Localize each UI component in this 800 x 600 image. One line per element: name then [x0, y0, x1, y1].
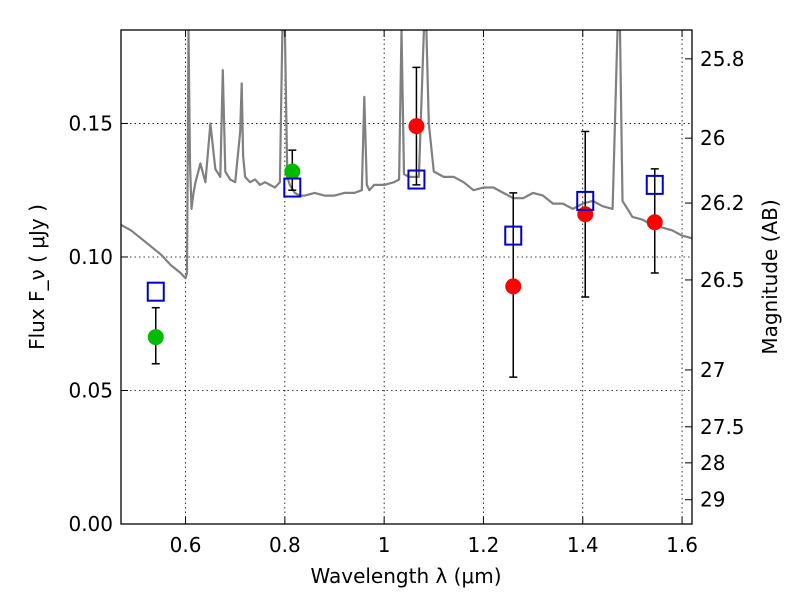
- data-point: [284, 163, 301, 180]
- ticks-layer: 0.6 0.8 1 1.2 1.4 1.6 0.00 0.05 0.10 0.15 25.8 26 26…: [68, 30, 745, 557]
- y-tick-label: 0.00: [68, 512, 113, 536]
- right-y-tick-label: 28: [700, 451, 725, 475]
- right-y-tick-label: 26.2: [700, 191, 745, 215]
- right-y-tick-label: 29: [700, 488, 725, 512]
- plot-frame: [120, 29, 693, 525]
- right-y-tick-label: 27.5: [700, 415, 745, 439]
- x-tick-label: 0.8: [269, 533, 301, 557]
- data-point: [505, 278, 522, 295]
- y-tick-label: 0.05: [68, 378, 113, 402]
- data-point: [408, 118, 425, 135]
- y-tick-label: 0.15: [68, 111, 113, 135]
- points-layer: [146, 66, 664, 378]
- grid: [121, 30, 692, 524]
- right-y-tick-label: 25.8: [700, 47, 745, 71]
- model-square: [504, 225, 523, 246]
- spectrum-layer: [121, 30, 692, 280]
- y-tick-label: 0.10: [68, 245, 113, 269]
- model-square: [283, 177, 302, 198]
- model-square: [407, 169, 426, 190]
- x-tick-label: 1: [378, 533, 391, 557]
- x-tick-label: 1.2: [468, 533, 500, 557]
- spectrum-line: [121, 30, 692, 280]
- data-point: [147, 329, 164, 346]
- x-tick-label: 1.6: [666, 533, 698, 557]
- model-square: [645, 174, 664, 195]
- right-y-axis-title: Magnitude (AB): [758, 199, 782, 354]
- model-square: [576, 190, 595, 211]
- x-tick-label: 1.4: [567, 533, 599, 557]
- right-y-tick-label: 26: [700, 126, 725, 150]
- model-square: [146, 281, 165, 302]
- x-axis-title: Wavelength λ (μm): [310, 564, 501, 588]
- data-point: [646, 214, 663, 231]
- right-y-tick-label: 27: [700, 358, 725, 382]
- right-y-tick-label: 26.5: [700, 268, 745, 292]
- y-axis-title: Flux F_ν ( μJy ): [25, 204, 49, 350]
- x-tick-label: 0.6: [170, 533, 202, 557]
